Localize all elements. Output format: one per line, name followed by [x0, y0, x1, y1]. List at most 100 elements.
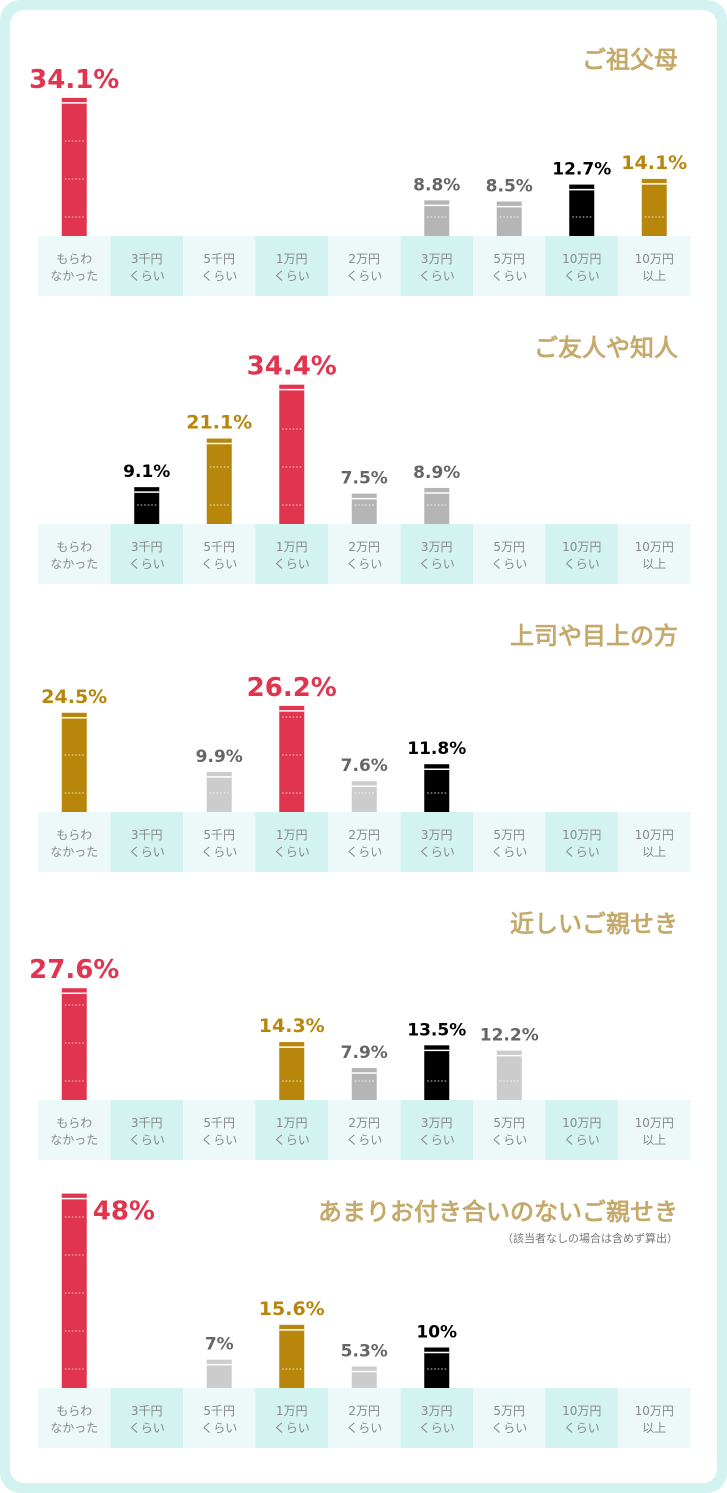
category-label: くらい [274, 557, 310, 571]
value-label: 48% [93, 1197, 155, 1227]
category-cell [618, 236, 691, 296]
category-label: くらい [419, 557, 455, 571]
category-label: 10万円 [635, 1116, 674, 1130]
category-label: 1万円 [276, 1404, 308, 1418]
category-cell [618, 524, 691, 584]
category-label: 5万円 [493, 252, 525, 266]
value-label: 24.5% [41, 686, 107, 708]
category-cell [38, 812, 111, 872]
value-label: 26.2% [247, 673, 337, 703]
bar [424, 764, 450, 812]
value-label: 5.3% [341, 1342, 388, 1362]
category-cell [618, 812, 691, 872]
category-label: くらい [346, 845, 382, 859]
value-label: 34.1% [29, 65, 119, 95]
category-cell [38, 1388, 111, 1448]
category-label: 3千円 [131, 1404, 163, 1418]
category-cell [618, 1388, 691, 1448]
category-cell [110, 524, 183, 584]
category-label: くらい [201, 845, 237, 859]
value-label: 21.1% [186, 412, 252, 434]
category-cell [38, 236, 111, 296]
bar [424, 200, 450, 236]
category-label: くらい [564, 269, 600, 283]
category-label: もらわ [56, 540, 92, 554]
category-label: 10万円 [562, 252, 601, 266]
category-cell [255, 1100, 328, 1160]
bar [134, 487, 160, 524]
bar [424, 1045, 450, 1100]
category-label: 10万円 [635, 828, 674, 842]
bar [206, 771, 232, 812]
bar [279, 1324, 305, 1388]
category-cell [545, 236, 618, 296]
category-label: 以上 [642, 269, 666, 283]
category-label: くらい [491, 845, 527, 859]
category-cell [545, 812, 618, 872]
category-label: 3万円 [421, 540, 453, 554]
category-cell [328, 1100, 401, 1160]
category-label: くらい [129, 1421, 165, 1435]
value-label: 11.8% [407, 739, 466, 759]
value-label: 7.5% [341, 469, 388, 489]
value-label: 15.6% [259, 1298, 325, 1320]
category-label: 5千円 [203, 540, 235, 554]
category-label: くらい [346, 269, 382, 283]
value-label: 7.6% [341, 756, 388, 776]
category-cell [400, 1100, 473, 1160]
category-label: もらわ [56, 828, 92, 842]
category-label: 1万円 [276, 1116, 308, 1130]
bar [61, 1193, 87, 1388]
category-label: 2万円 [348, 828, 380, 842]
category-cell [255, 812, 328, 872]
category-cell [183, 1100, 256, 1160]
bar [569, 184, 595, 236]
category-label: 5万円 [493, 1116, 525, 1130]
category-label: 10万円 [562, 828, 601, 842]
category-cell [183, 524, 256, 584]
value-label: 12.7% [552, 160, 611, 180]
category-label: くらい [274, 845, 310, 859]
category-cell [545, 1388, 618, 1448]
category-cell [255, 236, 328, 296]
category-label: 10万円 [562, 1404, 601, 1418]
category-cell [183, 236, 256, 296]
category-label: 3万円 [421, 828, 453, 842]
bar [641, 178, 667, 236]
category-label: なかった [50, 557, 98, 571]
category-cell [545, 1100, 618, 1160]
category-label: 10万円 [562, 540, 601, 554]
bar [279, 1042, 305, 1100]
value-label: 9.9% [196, 747, 243, 767]
category-label: くらい [419, 269, 455, 283]
category-label: 以上 [642, 1133, 666, 1147]
category-label: くらい [129, 1133, 165, 1147]
category-label: 2万円 [348, 540, 380, 554]
category-label: くらい [564, 845, 600, 859]
category-cell [183, 812, 256, 872]
category-label: くらい [419, 845, 455, 859]
category-label: 3万円 [421, 1116, 453, 1130]
panel-note: （該当者なしの場合は含めず算出） [502, 1231, 678, 1245]
bar [424, 1347, 450, 1388]
category-label: くらい [419, 1421, 455, 1435]
category-label: なかった [50, 1133, 98, 1147]
category-cell [328, 812, 401, 872]
category-cell [400, 812, 473, 872]
category-label: 5万円 [493, 828, 525, 842]
category-label: 3万円 [421, 252, 453, 266]
category-label: もらわ [56, 252, 92, 266]
panel-title: ご祖父母 [582, 46, 678, 74]
category-cell [110, 1100, 183, 1160]
category-cell [473, 524, 546, 584]
category-label: くらい [564, 1133, 600, 1147]
value-label: 8.5% [486, 177, 533, 197]
bar [424, 487, 450, 524]
value-label: 34.4% [247, 352, 337, 382]
category-cell [255, 1388, 328, 1448]
bar [61, 97, 87, 237]
category-cell [328, 524, 401, 584]
category-cell [328, 236, 401, 296]
category-cell [473, 1100, 546, 1160]
